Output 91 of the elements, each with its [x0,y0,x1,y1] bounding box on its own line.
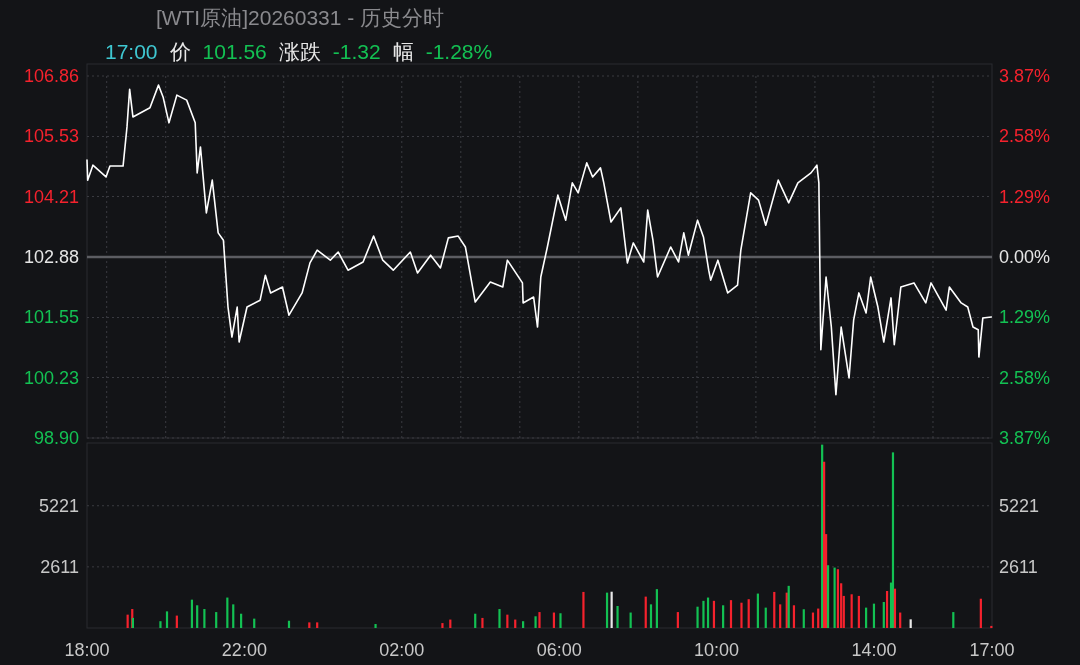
bar [374,624,377,628]
text: 幅 [392,40,414,63]
bar [676,612,679,628]
bar [655,589,658,628]
bar [785,592,788,628]
bar [952,612,955,628]
bar [823,461,826,628]
x-tick-label: 22:00 [221,640,267,660]
bar [792,605,796,628]
bar [779,604,782,628]
bar [773,591,776,628]
bar [316,622,319,628]
bar [729,600,733,628]
bar [196,605,199,628]
y2-tick-label: 3.87% [999,428,1051,448]
bar [787,585,790,628]
bar [702,600,705,628]
bar [826,565,830,628]
bar [893,588,897,628]
bar [891,452,895,628]
bar [165,611,169,628]
bar [740,602,743,628]
bar [979,598,982,628]
bar [498,609,501,628]
text: -1.32 [332,40,381,63]
bar [190,599,194,628]
y-tick-label: 98.90 [33,428,79,448]
y2-tick-label: 2.58% [999,367,1051,388]
line-series [86,84,993,396]
y-tick-label: 106.86 [23,66,79,86]
y-tick-label: 102.88 [23,247,79,267]
bar [605,592,609,628]
bar [534,616,537,628]
bar [649,604,653,628]
bar [215,612,218,628]
text: 涨跌 [278,40,321,63]
y2-tick-label: 1.29% [999,186,1051,207]
bar [802,609,805,628]
bar [722,605,725,628]
bar [885,591,889,628]
y2-tick-label: 0.00% [999,247,1051,267]
bar [131,617,135,628]
bar [474,613,477,628]
y-tick-label: 104.21 [23,186,79,207]
bar [644,596,647,628]
bar [616,605,619,628]
bar [441,623,444,628]
bar [909,619,912,628]
bar [126,614,129,628]
x-tick-label: 18:00 [64,640,110,660]
bar [706,597,710,628]
text: 101.56 [202,40,267,63]
bar [226,597,229,628]
bar [522,621,525,628]
x-tick-label: 14:00 [851,640,897,660]
text: 价 [168,40,191,63]
y2-tick-label: 3.87% [999,66,1051,86]
bar [696,606,699,628]
chart-title: [WTI原油]20260331 - 历史分时 [155,6,445,29]
x-tick-label: 06:00 [536,640,582,660]
x-tick-label: 10:00 [694,640,740,660]
y-tick-label: 5221 [38,495,79,516]
bar [481,617,484,628]
bar [538,612,541,628]
bar [159,621,162,628]
bar [506,614,509,628]
bar [857,595,860,628]
y-tick-label: 2611 [40,556,79,577]
bar [232,604,235,628]
bar [747,599,750,628]
text: 17:00 [105,40,158,63]
bar [240,613,243,628]
bar [882,602,885,628]
bar [712,600,716,628]
y-tick-label: 101.55 [23,307,79,328]
bar [850,594,853,628]
y2-tick-label: 5221 [999,495,1040,516]
x-tick-label: 02:00 [379,640,425,660]
bar [203,609,206,628]
y-tick-label: 100.23 [23,367,79,388]
bar [821,444,824,628]
x-tick-label: 17:00 [969,640,1015,660]
y-tick-label: 105.53 [23,126,79,147]
y2-tick-label: 2611 [999,556,1038,577]
y2-tick-label: 1.29% [999,307,1051,328]
bar [582,591,585,628]
y2-tick-label: 2.58% [999,126,1051,147]
bar [610,591,613,628]
bar [308,622,311,628]
bar [559,613,562,628]
text: -1.28% [425,40,493,63]
